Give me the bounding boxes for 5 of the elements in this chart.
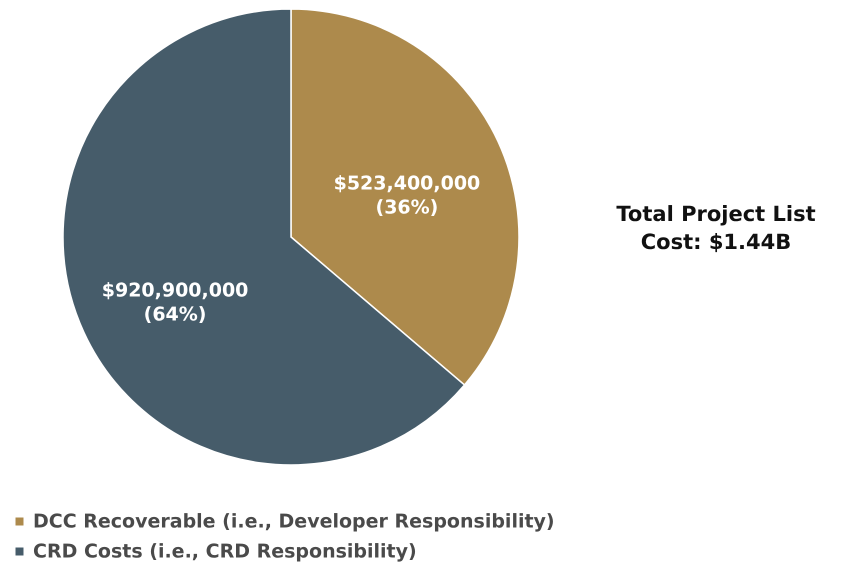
legend-label: DCC Recoverable (i.e., Developer Responsibility) bbox=[33, 510, 555, 532]
data-label: $523,400,000 (36%) bbox=[334, 172, 480, 219]
legend-label: CRD Costs (i.e., CRD Responsibility) bbox=[33, 540, 417, 562]
text: Total Project List Cost: $1.44B bbox=[616, 202, 816, 254]
data-label: $920,900,000 (64%) bbox=[102, 279, 248, 326]
